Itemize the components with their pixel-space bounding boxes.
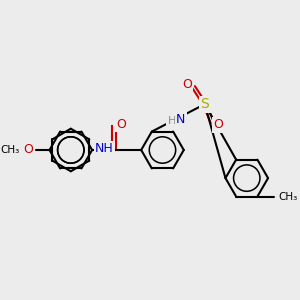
Text: CH₃: CH₃ bbox=[278, 191, 298, 202]
Text: CH₃: CH₃ bbox=[1, 145, 20, 155]
Text: NH: NH bbox=[95, 142, 114, 155]
Text: H: H bbox=[168, 116, 176, 126]
Text: N: N bbox=[176, 113, 185, 126]
Text: O: O bbox=[23, 143, 33, 156]
Text: O: O bbox=[214, 118, 224, 131]
Text: O: O bbox=[116, 118, 126, 131]
Text: S: S bbox=[200, 97, 209, 111]
Text: O: O bbox=[182, 78, 192, 91]
